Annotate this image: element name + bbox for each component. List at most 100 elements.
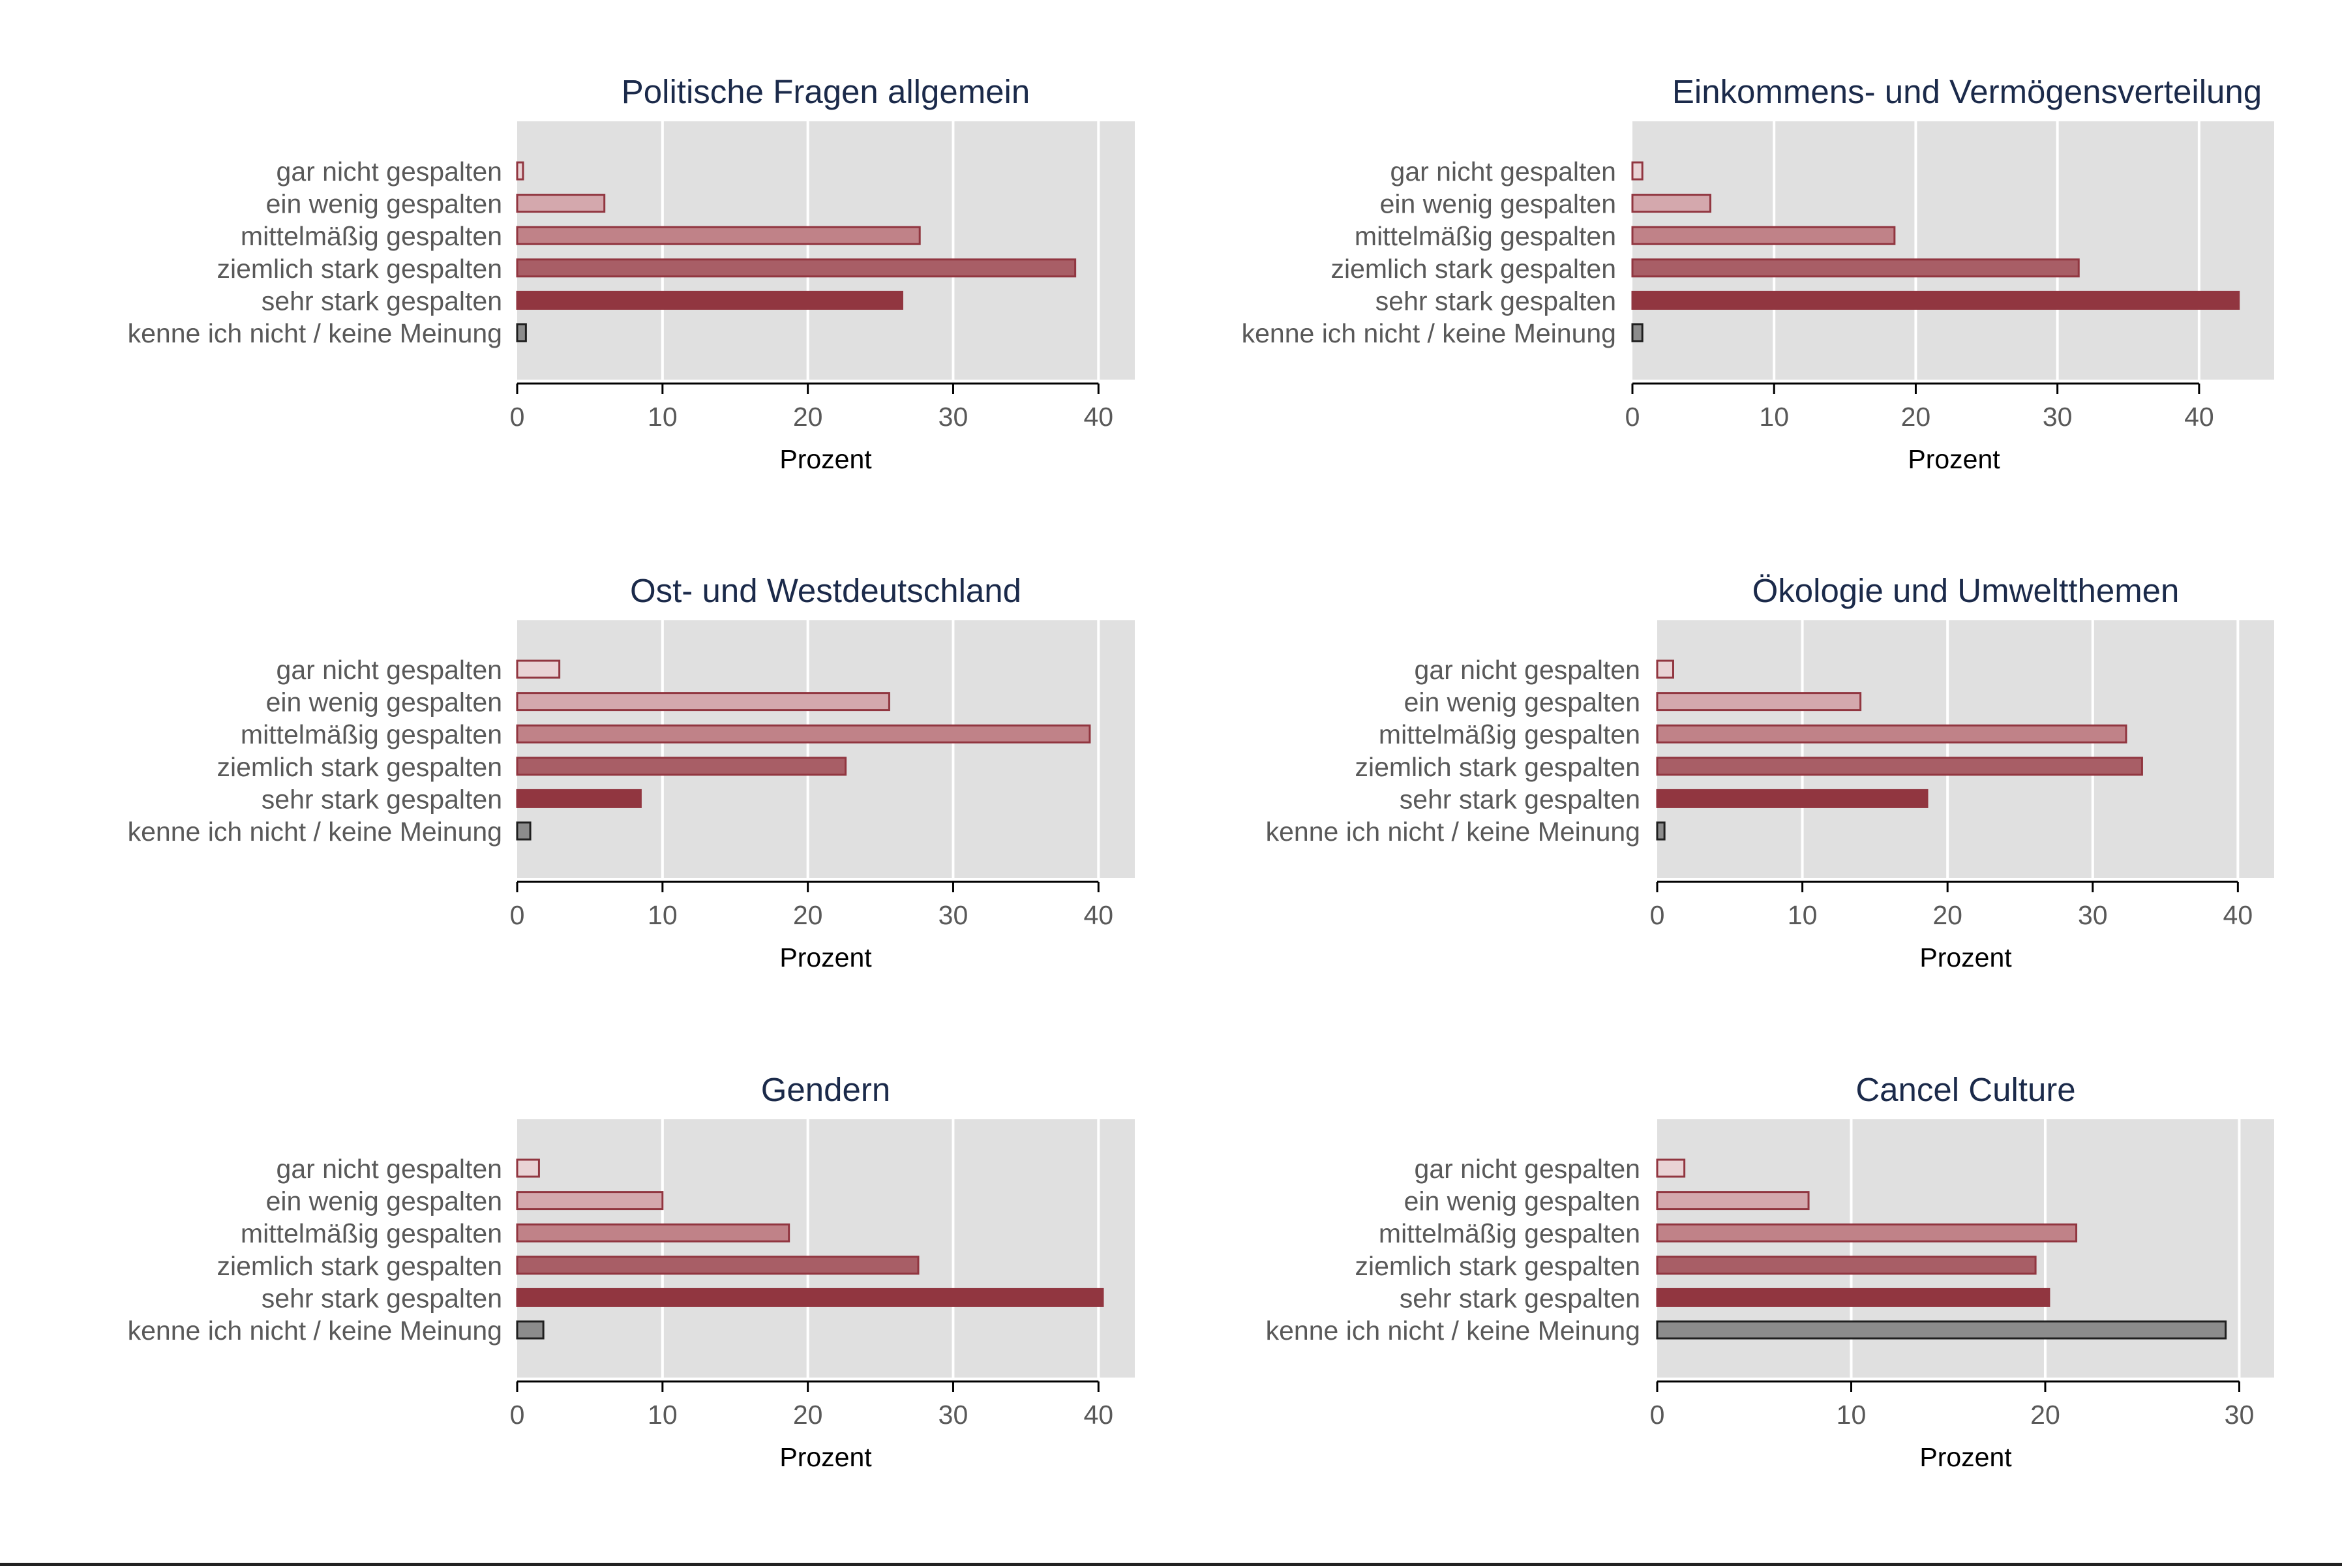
chart-panel-4: Ökologie und Umweltthemen gar nicht gespa… (1266, 572, 2274, 972)
x-tick-label: 10 (648, 402, 678, 432)
bar-3 (1631, 226, 1896, 245)
category-label: mittelmäßig gespalten (241, 1218, 502, 1248)
bar-5 (516, 789, 642, 808)
bar-1 (1631, 161, 1644, 181)
category-label: sehr stark gespalten (262, 1283, 502, 1313)
x-tick-label: 10 (1837, 1400, 1867, 1430)
chart-title: Ökologie und Umweltthemen (1752, 572, 2180, 609)
x-tick-label: 0 (510, 900, 525, 930)
bar-4 (516, 757, 847, 776)
plot-background (517, 121, 1135, 380)
bar-4 (516, 1256, 920, 1275)
category-label: kenne ich nicht / keine Meinung (128, 1316, 502, 1346)
category-label: ziemlich stark gespalten (217, 752, 502, 782)
bar-5 (1631, 290, 2240, 310)
category-label: ein wenig gespalten (1380, 189, 1616, 219)
bar-6 (516, 323, 527, 342)
category-label: ein wenig gespalten (266, 1186, 502, 1216)
bar-3 (516, 724, 1091, 744)
x-tick-label: 10 (1759, 402, 1789, 432)
category-label: mittelmäßig gespalten (1355, 221, 1616, 251)
bar-3 (1656, 724, 2127, 744)
bar-4 (1656, 757, 2143, 776)
bar-6 (516, 821, 532, 841)
category-label: kenne ich nicht / keine Meinung (1266, 817, 1640, 847)
category-label: ziemlich stark gespalten (217, 254, 502, 284)
bar-3 (516, 226, 921, 245)
x-tick-label: 10 (648, 900, 678, 930)
x-tick-label: 10 (1788, 900, 1818, 930)
x-tick-label: 20 (2030, 1400, 2060, 1430)
bar-1 (516, 1158, 540, 1178)
category-label: gar nicht gespalten (1415, 655, 1640, 685)
plot-background (517, 620, 1135, 878)
x-tick-label: 30 (938, 402, 968, 432)
bar-2 (1656, 692, 1862, 712)
chart-title: Politische Fragen allgemein (622, 73, 1030, 110)
bar-5 (1656, 1288, 2050, 1307)
chart-panel-3: Ost- und Westdeutschland gar nicht gespal… (128, 572, 1135, 972)
bar-6 (516, 1320, 545, 1340)
x-axis-label: Prozent (1919, 942, 2012, 972)
bar-1 (516, 659, 561, 679)
bar-6 (1656, 821, 1666, 841)
category-label: sehr stark gespalten (262, 286, 502, 316)
x-tick-label: 30 (2043, 402, 2073, 432)
bar-6 (1631, 323, 1644, 342)
chart-title: Gendern (761, 1071, 890, 1108)
category-label: sehr stark gespalten (1400, 1283, 1640, 1313)
bar-1 (516, 161, 524, 181)
bar-6 (1656, 1320, 2227, 1340)
x-tick-label: 40 (1083, 1400, 1113, 1430)
x-tick-label: 30 (2225, 1400, 2255, 1430)
category-label: ziemlich stark gespalten (1330, 254, 1616, 284)
x-axis-label: Prozent (779, 1442, 872, 1472)
category-label: ziemlich stark gespalten (1355, 1251, 1640, 1281)
bar-2 (1631, 194, 1711, 213)
x-tick-label: 0 (1650, 900, 1665, 930)
x-tick-label: 0 (510, 1400, 525, 1430)
bar-1 (1656, 659, 1674, 679)
x-tick-label: 30 (938, 1400, 968, 1430)
x-axis-label: Prozent (779, 942, 872, 972)
x-tick-label: 40 (1083, 402, 1113, 432)
category-label: kenne ich nicht / keine Meinung (128, 817, 502, 847)
bar-3 (1656, 1223, 2078, 1243)
x-tick-label: 20 (793, 402, 823, 432)
bar-2 (516, 692, 890, 712)
category-label: mittelmäßig gespalten (241, 719, 502, 749)
x-tick-label: 30 (2078, 900, 2108, 930)
category-label: mittelmäßig gespalten (1379, 719, 1640, 749)
x-tick-label: 0 (510, 402, 525, 432)
x-tick-label: 40 (2223, 900, 2253, 930)
category-label: ein wenig gespalten (1404, 1186, 1640, 1216)
category-label: ein wenig gespalten (1404, 687, 1640, 717)
x-tick-label: 0 (1625, 402, 1640, 432)
x-tick-label: 20 (793, 1400, 823, 1430)
plot-background (517, 1119, 1135, 1378)
category-label: mittelmäßig gespalten (241, 221, 502, 251)
x-tick-label: 40 (2184, 402, 2214, 432)
category-label: gar nicht gespalten (1390, 157, 1616, 187)
category-label: sehr stark gespalten (262, 784, 502, 814)
x-axis-label: Prozent (1908, 444, 2000, 474)
category-label: gar nicht gespalten (277, 1154, 502, 1184)
plot-background (1632, 121, 2274, 380)
chart-title: Einkommens- und Vermögensverteilung (1672, 73, 2262, 110)
x-axis-label: Prozent (1919, 1442, 2012, 1472)
bar-5 (516, 1288, 1104, 1307)
x-tick-label: 10 (648, 1400, 678, 1430)
chart-title: Cancel Culture (1855, 1071, 2075, 1108)
bar-4 (516, 258, 1077, 278)
bar-2 (516, 1191, 664, 1211)
bar-5 (516, 290, 903, 310)
x-tick-label: 20 (1932, 900, 1962, 930)
category-label: kenne ich nicht / keine Meinung (128, 318, 502, 348)
x-axis-label: Prozent (779, 444, 872, 474)
category-label: sehr stark gespalten (1375, 286, 1616, 316)
bar-3 (516, 1223, 790, 1243)
category-label: mittelmäßig gespalten (1379, 1218, 1640, 1248)
x-tick-label: 40 (1083, 900, 1113, 930)
